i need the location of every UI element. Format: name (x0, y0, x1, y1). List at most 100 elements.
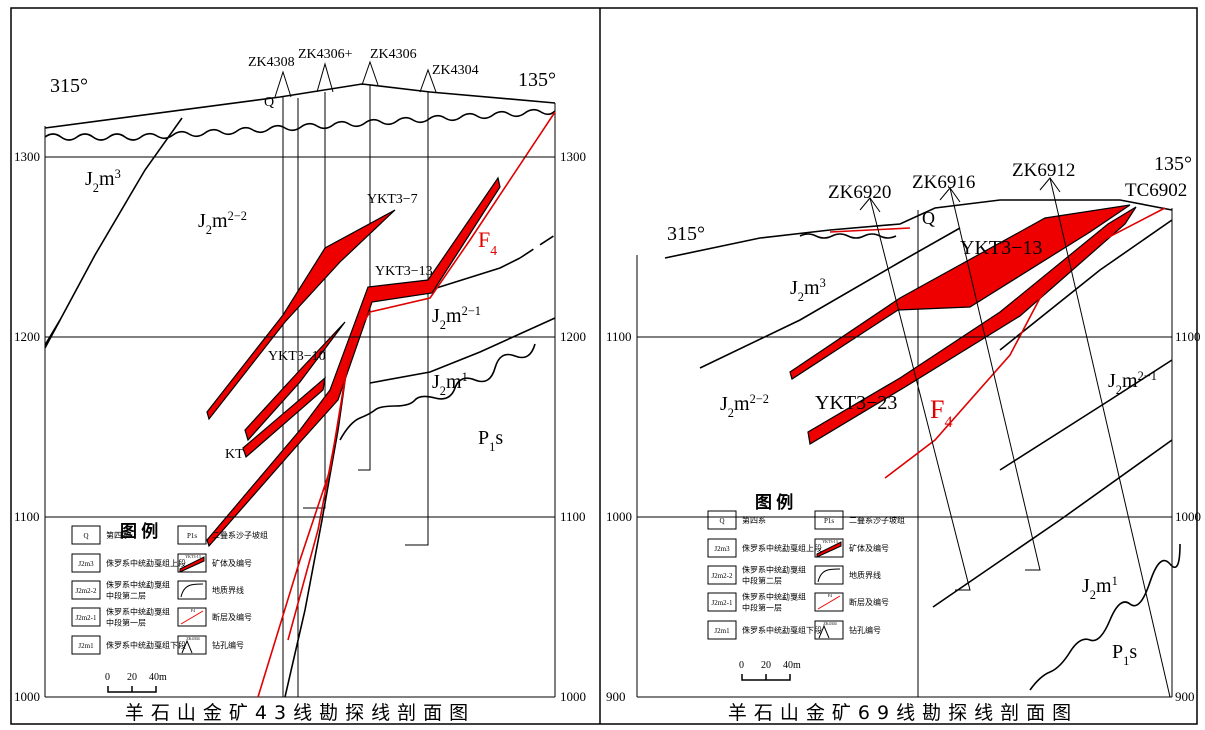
label-part: F (478, 227, 490, 252)
scale-label: 20 (761, 660, 771, 671)
elevation-label: 900 (1175, 689, 1195, 704)
formation-label: P1s (1112, 641, 1137, 668)
caption: 羊石山金矿69线勘探线剖面图 (728, 702, 1078, 724)
section-43-line (520, 235, 555, 258)
section-43-line-line (362, 62, 378, 85)
legend-text: 侏罗系中统勐戛组下段 (106, 640, 186, 650)
orebody-label: YKT3−23 (815, 392, 897, 414)
legend-symbol: J2m1 (78, 642, 94, 650)
label-part: P (1112, 641, 1123, 663)
legend-text: 二叠系沙子坡组 (849, 515, 905, 525)
formation-label: J2m3 (790, 276, 826, 304)
fault-label: F4 (478, 227, 497, 258)
legend-symbol: Q (83, 532, 88, 540)
elevation-label: 1300 (14, 149, 40, 164)
legend-symbol: J2m2-2 (76, 587, 98, 595)
label-part: 3 (115, 167, 121, 181)
legend-text: 钻孔编号 (849, 625, 881, 635)
label-part: J (432, 371, 440, 393)
label-part: 2−2 (750, 392, 769, 406)
legend-text: 第四系 (742, 515, 766, 525)
legend-text: 矿体及编号 (212, 558, 252, 568)
scale-label: 40m (783, 660, 801, 671)
legend-contact (818, 569, 840, 582)
elevation-label: 1300 (560, 149, 586, 164)
formation-label: Q (922, 208, 935, 228)
orebody-label: YKT3−7 (367, 192, 418, 207)
section-43 (45, 62, 555, 697)
legend-text: 侏罗系中统勐戛组 (106, 607, 170, 617)
label-part: 2−1 (1138, 369, 1157, 383)
azimuth: 135° (1154, 153, 1192, 175)
label-part: J (432, 305, 440, 327)
section-43-line-line (303, 92, 325, 508)
section-69-line (1030, 544, 1180, 690)
label-part: J (790, 277, 798, 299)
section-43-line-line (358, 85, 370, 470)
legend-text: 侏罗系中统勐戛组 (742, 592, 806, 602)
elevation-label: 1000 (606, 509, 632, 524)
sheet-border (11, 8, 1197, 724)
label-part: m (212, 210, 228, 232)
legend-symbol: J2m2-2 (712, 572, 734, 580)
elevation-label: 1200 (14, 329, 40, 344)
orebody-label: KT (225, 447, 244, 462)
drillhole-label: ZK6912 (1012, 160, 1075, 181)
legend-text: 地质界线 (849, 570, 881, 580)
scale-label: 0 (739, 660, 744, 671)
label-part: F (930, 395, 944, 424)
section-43-line-line (405, 92, 428, 545)
section-43-line (285, 345, 350, 697)
label-part: m (1122, 370, 1138, 392)
section-43-line (45, 118, 182, 348)
legend-symbol: P1s (824, 517, 834, 525)
scale-bar (108, 686, 156, 692)
legend-symbol: J2m3 (78, 560, 94, 568)
scale-bar (742, 674, 790, 680)
cross-section-sheet: 13001300120012001100110010001000315°135°… (0, 0, 1205, 730)
legend-text: 中段第二层 (742, 576, 782, 586)
label-part: J (85, 168, 93, 190)
drillhole-label: ZK4306+ (298, 47, 353, 62)
legend-symbol: F4 (191, 608, 195, 613)
legend-text: 断层及编号 (212, 612, 252, 622)
legend-text: 中段第二层 (106, 591, 146, 601)
legend-symbol: J2m1 (714, 627, 730, 635)
legend-text: 中段第一层 (106, 618, 146, 628)
scale-label: 0 (105, 672, 110, 683)
label-part: 2−2 (228, 209, 247, 223)
formation-label: J2m3 (85, 167, 121, 195)
formation-label: J2m2−1 (1108, 369, 1157, 397)
legend-text: 侏罗系中统勐戛组下段 (742, 625, 822, 635)
orebody-label: YKT3−13 (375, 264, 433, 279)
formation-label: J2m2−2 (198, 209, 247, 237)
label-part: m (99, 168, 115, 190)
legend-contact (181, 584, 203, 597)
label-part: P (478, 427, 489, 449)
drillhole-label: ZK4308 (248, 55, 295, 70)
legend-symbol: YKT3-13 (822, 539, 838, 544)
drillhole-label: ZK4306 (370, 47, 417, 62)
legend-text: 第四系 (106, 530, 130, 540)
legend-text: 地质界线 (212, 585, 244, 595)
formation-label: J2m2−1 (432, 304, 481, 332)
label-part: m (446, 305, 462, 327)
label-part: 1 (462, 370, 468, 384)
elevation-label: 1100 (560, 509, 586, 524)
label-part: m (734, 393, 750, 415)
scale-label: 40m (149, 672, 167, 683)
elevation-label: 1000 (560, 689, 586, 704)
legend-symbol: YKT3-13 (185, 554, 201, 559)
formation-label: J2m1 (1082, 574, 1118, 602)
section-43-line-line (275, 72, 291, 97)
section-43-line (45, 320, 60, 345)
legend-title: 图 例 (755, 492, 793, 512)
elevation-label: 1200 (560, 329, 586, 344)
fault-label: F4 (930, 395, 953, 431)
azimuth: 135° (518, 69, 556, 91)
elevation-label: 1000 (14, 689, 40, 704)
section-43-line (45, 110, 555, 140)
section-43-line (245, 322, 345, 440)
label-part: J (1108, 370, 1116, 392)
legend-symbol: J2m2-1 (712, 599, 734, 607)
